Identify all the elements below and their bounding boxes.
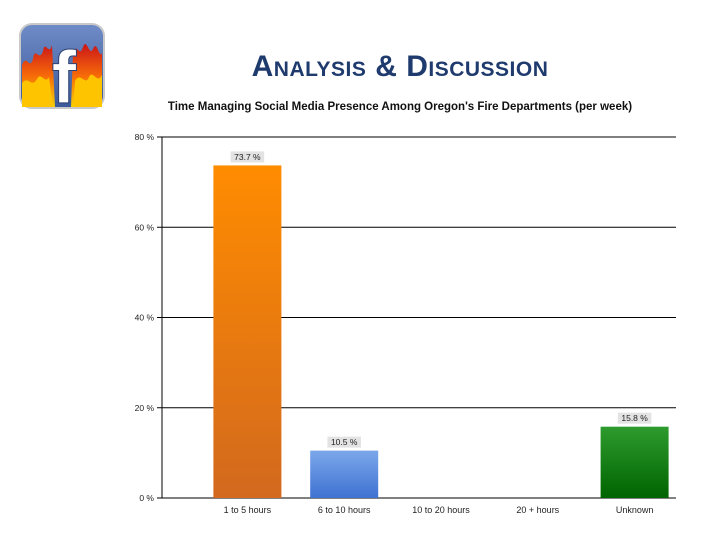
bar [213, 165, 282, 498]
x-tick-label: Unknown [616, 505, 654, 515]
data-label-bg [617, 412, 652, 424]
x-tick-label: 1 to 5 hours [224, 505, 272, 515]
y-tick-label: 20 % [135, 403, 155, 413]
logo-letter: f [52, 36, 77, 109]
bar [310, 450, 379, 498]
data-label: 15.8 % [621, 413, 648, 423]
x-tick-label: 6 to 10 hours [318, 505, 371, 515]
y-tick-label: 40 % [135, 313, 155, 323]
x-tick-label: 20 + hours [516, 505, 559, 515]
slide-title: Analysis & Discussion [251, 50, 549, 83]
y-tick-label: 80 % [135, 132, 155, 142]
data-label-bg [230, 151, 265, 163]
data-label-bg [327, 436, 361, 448]
x-tick-label: 10 to 20 hours [412, 505, 470, 515]
y-tick-label: 0 % [139, 493, 154, 503]
flame-shape [22, 74, 102, 107]
chart-title: Time Managing Social Media Presence Amon… [167, 101, 633, 113]
bar [600, 426, 669, 498]
data-label: 10.5 % [331, 437, 358, 447]
y-tick-label: 60 % [135, 222, 155, 232]
facebook-fire-logo: f [19, 23, 105, 109]
data-label: 73.7 % [234, 152, 261, 162]
